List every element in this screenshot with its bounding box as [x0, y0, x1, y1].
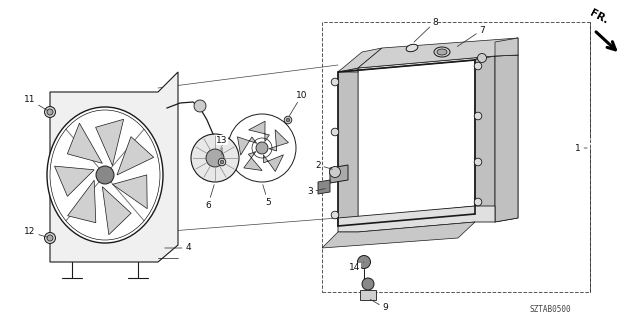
Polygon shape — [67, 123, 102, 163]
Text: 9: 9 — [371, 300, 388, 313]
Polygon shape — [318, 180, 330, 194]
Circle shape — [332, 211, 339, 219]
Polygon shape — [248, 121, 269, 141]
Polygon shape — [269, 130, 289, 151]
Polygon shape — [102, 187, 131, 235]
Polygon shape — [358, 38, 518, 68]
Text: 2: 2 — [315, 161, 332, 170]
Circle shape — [256, 142, 268, 154]
Text: 6: 6 — [205, 185, 214, 210]
Circle shape — [330, 166, 340, 178]
Circle shape — [218, 158, 226, 166]
Polygon shape — [95, 119, 124, 166]
Polygon shape — [237, 137, 257, 155]
Circle shape — [96, 166, 114, 184]
Polygon shape — [475, 56, 495, 214]
Ellipse shape — [47, 107, 163, 243]
Polygon shape — [495, 55, 518, 222]
Polygon shape — [68, 180, 96, 223]
Circle shape — [286, 118, 290, 122]
Circle shape — [474, 62, 482, 70]
Text: 7: 7 — [458, 26, 485, 46]
Text: 11: 11 — [24, 95, 47, 111]
Polygon shape — [50, 72, 178, 262]
Polygon shape — [495, 55, 518, 222]
Circle shape — [206, 149, 224, 167]
Ellipse shape — [406, 44, 418, 52]
Text: 14: 14 — [349, 262, 364, 273]
Text: 10: 10 — [289, 91, 308, 116]
Text: 3: 3 — [307, 188, 325, 196]
Polygon shape — [330, 165, 348, 183]
Ellipse shape — [437, 49, 447, 55]
Polygon shape — [338, 48, 382, 72]
Circle shape — [220, 160, 224, 164]
Polygon shape — [495, 38, 518, 56]
Ellipse shape — [434, 47, 450, 57]
Circle shape — [194, 100, 206, 112]
Polygon shape — [338, 68, 358, 226]
Polygon shape — [54, 166, 94, 196]
Polygon shape — [244, 152, 262, 171]
Circle shape — [477, 53, 486, 62]
Text: 12: 12 — [24, 228, 47, 237]
Text: 13: 13 — [216, 135, 228, 155]
Polygon shape — [338, 38, 518, 72]
Polygon shape — [322, 222, 475, 248]
Polygon shape — [113, 175, 147, 209]
Text: SZTAB0500: SZTAB0500 — [529, 305, 571, 314]
Circle shape — [45, 107, 56, 117]
Polygon shape — [358, 60, 475, 218]
Circle shape — [474, 198, 482, 206]
Polygon shape — [338, 206, 495, 232]
Circle shape — [474, 158, 482, 166]
Polygon shape — [117, 137, 154, 175]
Text: 8: 8 — [414, 18, 438, 42]
Circle shape — [47, 109, 53, 115]
Polygon shape — [360, 290, 376, 300]
Circle shape — [332, 78, 339, 86]
Circle shape — [284, 116, 292, 124]
Text: 1: 1 — [575, 143, 588, 153]
Circle shape — [191, 134, 239, 182]
Circle shape — [47, 235, 53, 241]
Circle shape — [332, 128, 339, 136]
Polygon shape — [264, 155, 284, 172]
Circle shape — [362, 278, 374, 290]
Text: 4: 4 — [164, 244, 191, 252]
Circle shape — [332, 174, 339, 182]
Circle shape — [45, 233, 56, 244]
Text: 5: 5 — [263, 185, 271, 206]
Text: FR.: FR. — [588, 8, 610, 26]
Circle shape — [474, 112, 482, 120]
Circle shape — [358, 255, 371, 268]
